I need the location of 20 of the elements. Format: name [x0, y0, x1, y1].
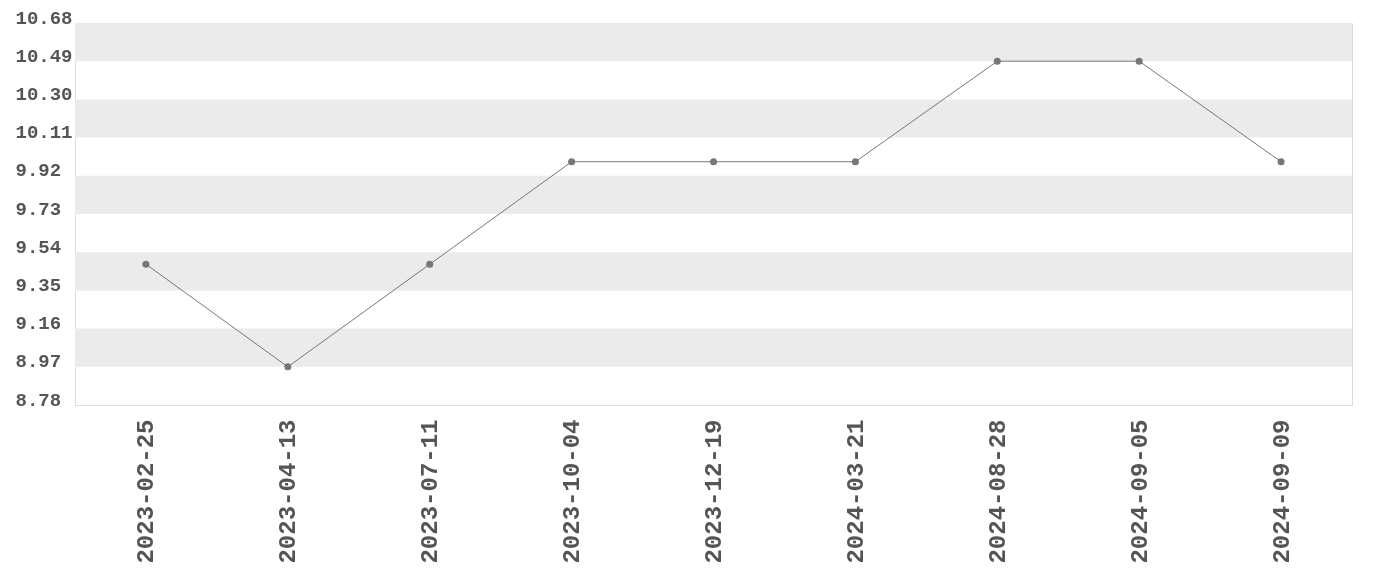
y-tick-label: 9.16: [15, 313, 62, 336]
x-tick-label: 2024-08-28: [984, 419, 1012, 564]
x-tick-label: 2024-09-05: [1126, 419, 1154, 564]
x-tick-label: 2023-02-25: [133, 419, 161, 564]
y-tick-label: 8.78: [15, 389, 62, 412]
x-tick-label: 2024-09-09: [1268, 419, 1296, 564]
y-tick-label: 9.73: [15, 198, 62, 221]
x-tick-label: 2024-03-21: [842, 419, 870, 564]
y-tick-label: 9.35: [15, 274, 62, 297]
y-tick-label: 10.11: [15, 122, 73, 145]
y-tick-label: 8.97: [15, 351, 62, 374]
y-tick-label: 10.49: [15, 45, 73, 68]
y-tick-label: 9.92: [15, 160, 62, 183]
y-tick-label: 10.30: [15, 83, 73, 106]
x-tick-label: 2023-04-13: [275, 419, 303, 564]
y-tick-label: 9.54: [15, 236, 62, 259]
x-tick-label: 2023-10-04: [559, 419, 587, 564]
x-tick-label: 2023-07-11: [417, 419, 445, 564]
x-tick-label: 2023-12-19: [701, 419, 728, 564]
y-tick-label: 10.68: [15, 7, 73, 30]
